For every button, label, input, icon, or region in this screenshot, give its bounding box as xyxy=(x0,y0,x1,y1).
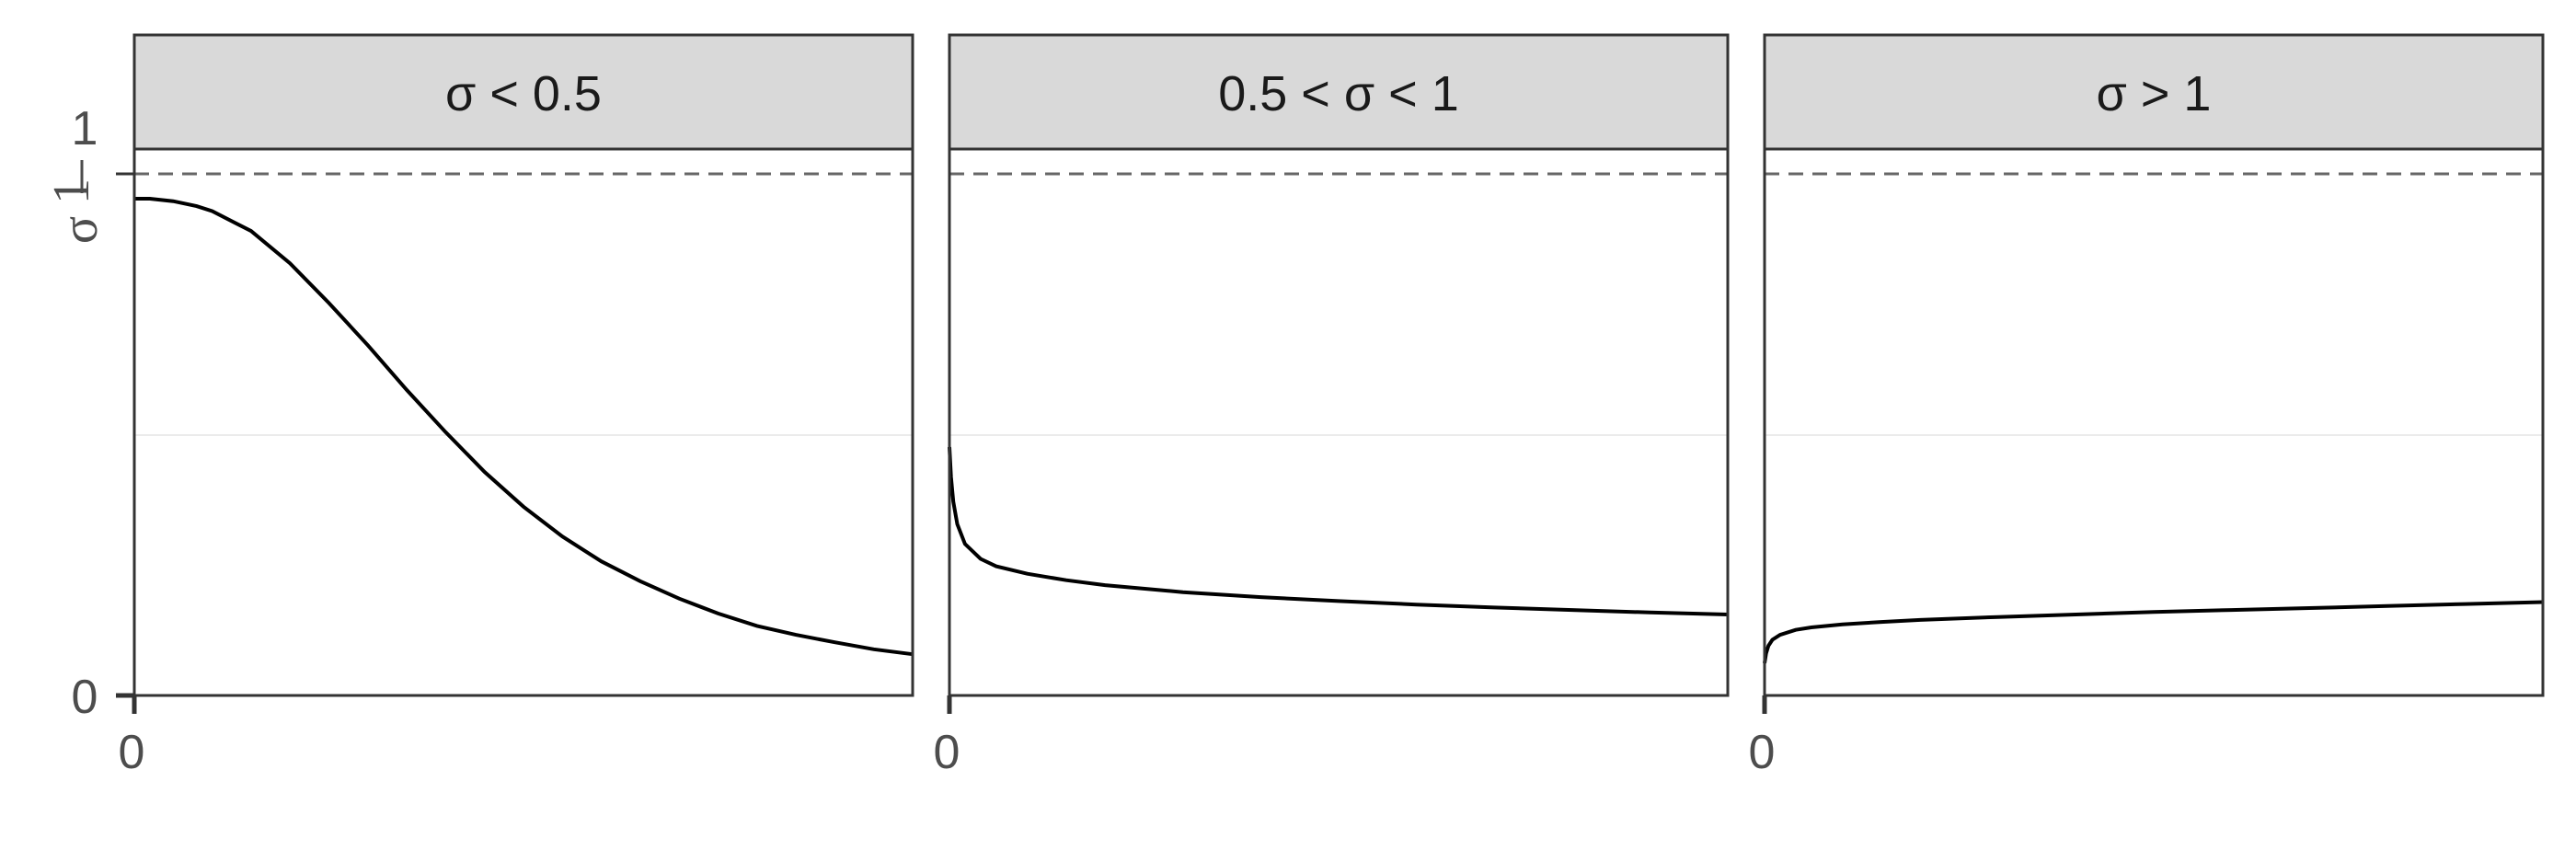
strip-label: σ < 0.5 xyxy=(445,66,602,121)
x-tick-label: 0 xyxy=(1749,726,1776,779)
series-line xyxy=(1763,600,2544,664)
facet-panel-3: σ > 1 0 xyxy=(1749,33,2545,779)
strip-background xyxy=(948,33,1730,151)
series-line xyxy=(134,197,914,657)
plot-border xyxy=(948,147,1730,697)
facet-panel-2: 0.5 < σ < 1 0 xyxy=(934,33,1730,779)
strip-background xyxy=(132,33,914,151)
strip-background xyxy=(1763,33,2545,151)
y-tick-label-one: 1 xyxy=(72,102,98,155)
x-tick-label: 0 xyxy=(934,726,960,779)
strip-label: σ > 1 xyxy=(2097,66,2212,121)
facet-panel-1: σ < 0.5 0 xyxy=(119,33,914,779)
y-axis: 0 1 1 σ xyxy=(43,102,134,724)
plot-border xyxy=(132,147,914,697)
strip-label: 0.5 < σ < 1 xyxy=(1218,66,1459,121)
plot-border xyxy=(1763,147,2545,697)
y-frac-denominator: σ xyxy=(52,216,109,244)
series-line xyxy=(948,446,1729,616)
y-frac-numerator: 1 xyxy=(43,178,100,204)
y-frac-tick-label: 1 σ xyxy=(43,160,109,244)
plot-background xyxy=(949,149,1728,695)
x-tick-label: 0 xyxy=(119,726,145,779)
y-tick-label-zero: 0 xyxy=(72,671,98,724)
